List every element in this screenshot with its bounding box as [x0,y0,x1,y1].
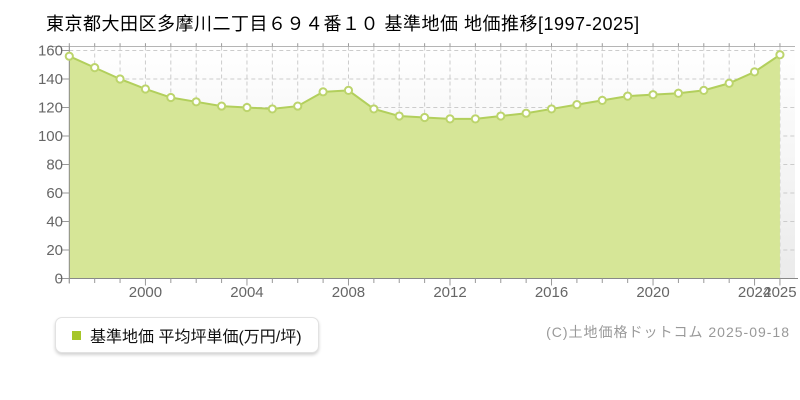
data-point-marker[interactable] [394,111,404,121]
data-point-marker[interactable] [521,108,531,118]
data-point-marker[interactable] [724,78,734,88]
data-point-marker[interactable] [623,91,633,101]
data-point-marker[interactable] [343,85,354,96]
legend-swatch-icon [72,330,81,340]
x-tick-label: 2024 [738,284,771,301]
data-point-marker[interactable] [572,100,582,110]
legend-label: 基準地価 平均坪単価(万円/坪) [90,329,302,346]
y-tick-label: 120 [38,100,63,117]
data-point-marker[interactable] [64,51,74,61]
data-point-marker[interactable] [673,88,684,98]
x-tick-label: 2012 [433,284,466,301]
y-tick-label: 0 [55,271,63,288]
y-tick-label: 80 [46,157,63,174]
x-tick-label: 2020 [636,284,669,301]
data-point-marker[interactable] [496,111,506,121]
data-point-marker[interactable] [216,101,227,111]
x-tick-label: 2000 [129,284,162,301]
y-tick-label: 60 [46,185,63,202]
data-point-marker[interactable] [318,87,328,97]
data-point-marker[interactable] [470,114,480,124]
x-tick-label: 2004 [230,284,263,301]
data-point-marker[interactable] [699,85,709,96]
data-point-marker[interactable] [546,104,557,114]
x-tick-label: 2008 [332,284,365,301]
y-tick-label: 140 [38,71,63,88]
x-tick-label: 2016 [535,284,568,301]
data-point-marker[interactable] [293,101,303,111]
data-point-marker[interactable] [648,90,658,100]
y-tick-label: 20 [46,242,63,259]
copyright-credit: (C)土地価格ドットコム 2025-09-18 [546,324,790,340]
data-point-marker[interactable] [90,63,100,73]
data-point-marker[interactable] [191,97,201,107]
data-point-marker[interactable] [242,102,252,113]
data-point-marker[interactable] [445,114,455,124]
data-point-marker[interactable] [267,104,277,114]
y-tick-label: 40 [46,214,63,231]
x-tick-label: 2025 [763,284,796,301]
data-point-marker[interactable] [369,104,379,114]
data-point-marker[interactable] [166,92,176,103]
data-point-marker[interactable] [775,50,785,60]
y-tick-label: 100 [38,128,63,145]
data-point-marker[interactable] [749,67,760,77]
data-point-marker[interactable] [115,74,125,84]
page-title: 東京都大田区多摩川二丁目６９４番１０ 基準地価 地価推移[1997-2025] [46,14,640,34]
data-point-marker[interactable] [420,112,430,123]
y-tick-label: 160 [38,43,63,60]
legend-box: 基準地価 平均坪単価(万円/坪) [55,317,319,353]
data-point-marker[interactable] [140,84,151,94]
data-point-marker[interactable] [597,95,607,105]
